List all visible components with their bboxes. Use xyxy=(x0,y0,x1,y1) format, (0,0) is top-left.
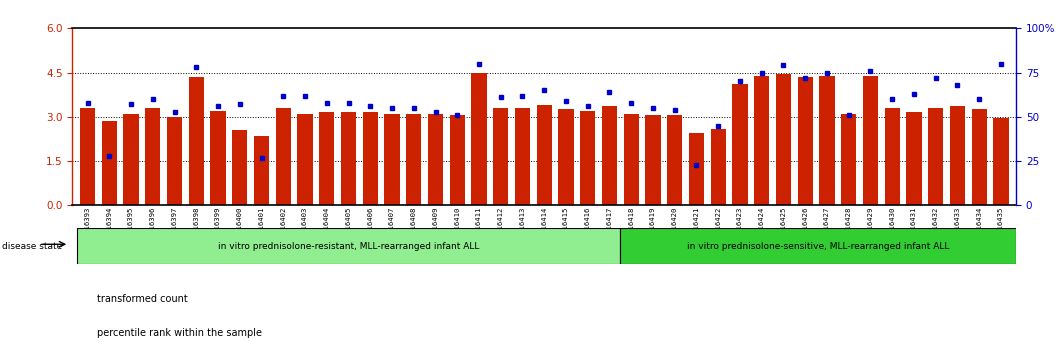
Bar xyxy=(80,108,95,205)
Bar xyxy=(232,130,248,205)
Bar xyxy=(406,114,421,205)
Bar xyxy=(994,118,1009,205)
Bar xyxy=(123,114,138,205)
Text: in vitro prednisolone-sensitive, MLL-rearranged infant ALL: in vitro prednisolone-sensitive, MLL-rea… xyxy=(687,241,949,251)
Bar xyxy=(841,114,857,205)
Bar xyxy=(384,114,400,205)
Bar xyxy=(276,108,290,205)
Bar xyxy=(602,107,617,205)
Bar xyxy=(363,113,378,205)
Bar xyxy=(515,108,530,205)
Bar xyxy=(536,105,552,205)
Bar xyxy=(188,77,204,205)
Bar xyxy=(102,121,117,205)
Bar xyxy=(254,136,269,205)
Bar xyxy=(450,115,465,205)
Bar xyxy=(971,109,986,205)
Bar xyxy=(884,108,900,205)
Bar xyxy=(559,109,573,205)
Bar xyxy=(167,117,182,205)
Bar xyxy=(493,108,509,205)
Bar xyxy=(754,75,769,205)
Bar xyxy=(145,108,161,205)
Bar xyxy=(471,73,486,205)
Bar xyxy=(819,75,834,205)
Bar xyxy=(776,74,791,205)
Bar xyxy=(667,115,682,205)
Bar xyxy=(620,228,1016,264)
Bar xyxy=(907,113,921,205)
Bar xyxy=(928,108,944,205)
Bar xyxy=(798,77,813,205)
Bar xyxy=(211,111,226,205)
Bar xyxy=(580,111,596,205)
Bar xyxy=(319,113,334,205)
Bar xyxy=(863,75,878,205)
Bar xyxy=(688,133,704,205)
Bar xyxy=(950,107,965,205)
Bar xyxy=(77,228,620,264)
Bar xyxy=(646,115,661,205)
Bar xyxy=(428,114,443,205)
Text: in vitro prednisolone-resistant, MLL-rearranged infant ALL: in vitro prednisolone-resistant, MLL-rea… xyxy=(218,241,479,251)
Text: percentile rank within the sample: percentile rank within the sample xyxy=(97,328,262,338)
Text: disease state: disease state xyxy=(2,241,63,251)
Bar xyxy=(340,113,356,205)
Bar xyxy=(732,84,748,205)
Text: transformed count: transformed count xyxy=(97,294,187,304)
Bar xyxy=(624,114,638,205)
Bar xyxy=(298,114,313,205)
Bar xyxy=(711,129,726,205)
